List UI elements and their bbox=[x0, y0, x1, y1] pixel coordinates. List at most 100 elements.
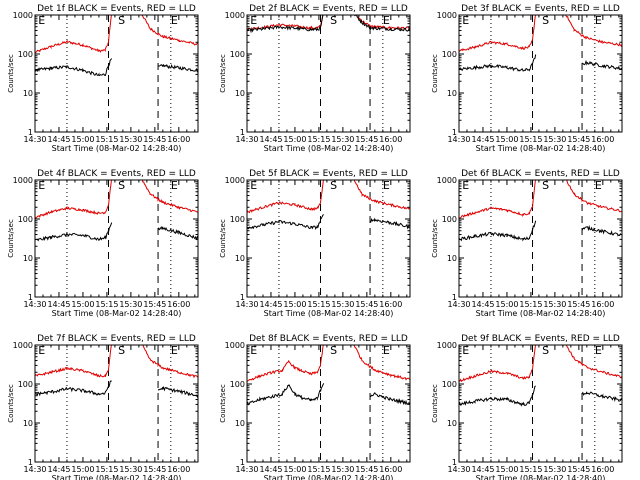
y-tick-label: 100 bbox=[230, 215, 245, 224]
x-tick-label: 15:30 bbox=[543, 135, 566, 144]
lld-series-line bbox=[247, 180, 410, 214]
x-tick-label: 15:45 bbox=[143, 135, 166, 144]
x-tick-label: 15:30 bbox=[331, 465, 354, 474]
events-series-line bbox=[369, 217, 410, 230]
x-tick-label: 15:00 bbox=[283, 135, 306, 144]
x-tick-label: 14:45 bbox=[259, 300, 282, 309]
x-axis-label: Start Time (08-Mar-02 14:28:40) bbox=[264, 309, 394, 318]
plot-frame bbox=[246, 179, 411, 298]
x-tick-label: 15:45 bbox=[567, 300, 590, 309]
marker-label: E bbox=[462, 179, 469, 192]
x-tick-label: 15:15 bbox=[95, 300, 118, 309]
x-tick-label: 14:45 bbox=[47, 135, 70, 144]
x-tick-label: 15:00 bbox=[495, 300, 518, 309]
y-tick-label: 1 bbox=[28, 458, 33, 467]
x-tick-label: 15:45 bbox=[355, 300, 378, 309]
x-tick-label: 15:00 bbox=[495, 135, 518, 144]
y-tick-label: 10 bbox=[235, 419, 245, 428]
marker-label: S bbox=[542, 344, 549, 357]
x-tick-label: 15:00 bbox=[71, 300, 94, 309]
y-tick-label: 1 bbox=[452, 293, 457, 302]
x-tick-label: 14:30 bbox=[23, 135, 46, 144]
x-tick-label: 15:45 bbox=[355, 465, 378, 474]
plot-frame bbox=[34, 179, 199, 298]
x-tick-label: 14:45 bbox=[259, 135, 282, 144]
x-tick-label: 16:00 bbox=[167, 465, 190, 474]
y-axis-label: Counts/sec bbox=[219, 384, 227, 423]
x-axis-label: Start Time (08-Mar-02 14:28:40) bbox=[52, 309, 182, 318]
y-axis-label: Counts/sec bbox=[219, 219, 227, 258]
y-tick-label: 1000 bbox=[225, 341, 245, 350]
marker-label: E bbox=[383, 179, 390, 192]
y-tick-label: 1000 bbox=[225, 176, 245, 185]
marker-label: E bbox=[250, 14, 257, 27]
events-series-line bbox=[35, 380, 112, 397]
y-tick-label: 10 bbox=[23, 89, 33, 98]
marker-label: S bbox=[118, 179, 125, 192]
y-tick-label: 100 bbox=[442, 215, 457, 224]
events-series-line bbox=[157, 225, 198, 241]
marker-label: S bbox=[330, 179, 337, 192]
y-tick-label: 100 bbox=[18, 215, 33, 224]
plot-frame bbox=[458, 14, 623, 133]
x-tick-label: 15:30 bbox=[119, 300, 142, 309]
panel-title: Det 9f BLACK = Events, RED = LLD bbox=[461, 334, 620, 344]
events-series-line bbox=[459, 220, 537, 242]
y-tick-label: 10 bbox=[447, 419, 457, 428]
y-tick-label: 1 bbox=[452, 128, 457, 137]
marker-label: E bbox=[250, 344, 257, 357]
x-tick-label: 15:15 bbox=[519, 135, 542, 144]
y-axis-label: Counts/sec bbox=[431, 384, 439, 423]
events-series-line bbox=[459, 54, 537, 72]
x-tick-label: 15:00 bbox=[495, 465, 518, 474]
y-tick-label: 100 bbox=[442, 380, 457, 389]
y-tick-label: 10 bbox=[235, 254, 245, 263]
x-tick-label: 15:00 bbox=[71, 135, 94, 144]
marker-label: E bbox=[171, 179, 178, 192]
y-tick-label: 1 bbox=[28, 293, 33, 302]
y-axis-label: Counts/sec bbox=[7, 384, 15, 423]
events-series-line bbox=[581, 391, 622, 402]
events-series-line bbox=[35, 222, 113, 242]
x-tick-label: 15:30 bbox=[331, 135, 354, 144]
y-tick-label: 10 bbox=[23, 419, 33, 428]
x-tick-label: 14:45 bbox=[47, 465, 70, 474]
x-tick-label: 15:30 bbox=[119, 465, 142, 474]
x-tick-label: 15:00 bbox=[283, 465, 306, 474]
marker-label: E bbox=[38, 344, 45, 357]
marker-label: S bbox=[118, 344, 125, 357]
lld-series-line bbox=[459, 180, 622, 219]
lld-series-line bbox=[35, 180, 198, 219]
lld-series-line bbox=[459, 345, 622, 383]
marker-label: E bbox=[595, 14, 602, 27]
x-tick-label: 15:45 bbox=[143, 300, 166, 309]
y-tick-label: 10 bbox=[235, 89, 245, 98]
y-tick-label: 10 bbox=[447, 89, 457, 98]
x-tick-label: 15:15 bbox=[519, 465, 542, 474]
x-tick-label: 15:45 bbox=[567, 465, 590, 474]
events-series-line bbox=[459, 385, 536, 407]
x-tick-label: 14:30 bbox=[447, 465, 470, 474]
panel-title: Det 2f BLACK = Events, RED = LLD bbox=[249, 4, 408, 14]
x-axis-label: Start Time (08-Mar-02 14:28:40) bbox=[52, 474, 182, 480]
lld-series-line bbox=[35, 15, 198, 54]
x-axis-label: Start Time (08-Mar-02 14:28:40) bbox=[476, 144, 606, 153]
x-tick-label: 14:30 bbox=[447, 300, 470, 309]
lld-series-line bbox=[247, 345, 410, 382]
y-tick-label: 10 bbox=[447, 254, 457, 263]
x-tick-label: 15:15 bbox=[95, 135, 118, 144]
x-tick-label: 15:30 bbox=[543, 300, 566, 309]
y-axis-label: Counts/sec bbox=[7, 54, 15, 93]
x-tick-label: 16:00 bbox=[379, 300, 402, 309]
y-tick-label: 100 bbox=[230, 50, 245, 59]
y-tick-label: 1 bbox=[452, 458, 457, 467]
y-axis-label: Counts/sec bbox=[431, 54, 439, 93]
marker-label: S bbox=[542, 179, 549, 192]
x-tick-label: 14:45 bbox=[471, 465, 494, 474]
marker-label: E bbox=[383, 14, 390, 27]
x-tick-label: 16:00 bbox=[379, 465, 402, 474]
